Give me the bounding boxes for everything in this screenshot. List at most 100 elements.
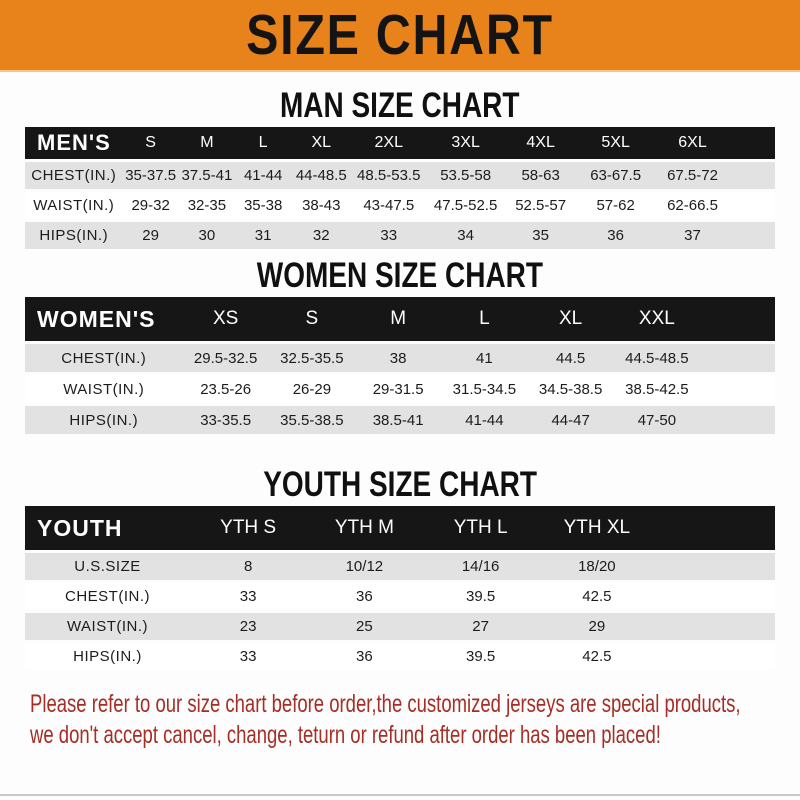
table-row: WAIST(IN.) 23 25 27 29	[25, 613, 775, 640]
table-row: HIPS(IN.) 29 30 31 32 33 34 35 36 37	[25, 222, 775, 249]
size-cell: 33-35.5	[182, 406, 269, 434]
row-label: HIPS(IN.)	[25, 222, 123, 249]
man-section-heading: MAN SIZE CHART	[0, 88, 800, 124]
column-header: YTH M	[306, 506, 423, 550]
size-cell: 44-48.5	[291, 162, 352, 189]
size-cell: 8	[190, 553, 307, 580]
footer-disclaimer: Please refer to our size chart before or…	[30, 689, 800, 751]
size-cell: 41	[441, 344, 528, 372]
size-cell: 27	[422, 613, 539, 640]
size-cell: 35-38	[235, 192, 292, 219]
column-header: S	[268, 297, 355, 341]
size-cell: 38.5-41	[355, 406, 442, 434]
row-filler	[730, 162, 775, 189]
column-header: 5XL	[576, 127, 655, 159]
table-row: CHEST(IN.) 33 36 39.5 42.5	[25, 583, 775, 610]
size-cell: 37	[655, 222, 730, 249]
row-filler	[655, 553, 775, 580]
size-cell: 53.5-58	[426, 162, 505, 189]
youth-size-table: YOUTH YTH S YTH M YTH L YTH XL U.S.SIZE …	[25, 503, 775, 673]
size-cell: 33	[190, 643, 307, 670]
size-cell: 36	[576, 222, 655, 249]
womens-header-row: WOMEN'S XS S M L XL XXL	[25, 297, 775, 341]
size-cell: 30	[178, 222, 235, 249]
size-cell: 43-47.5	[351, 192, 427, 219]
size-cell: 10/12	[306, 553, 423, 580]
table-row: CHEST(IN.) 29.5-32.5 32.5-35.5 38 41 44.…	[25, 344, 775, 372]
size-cell: 38-43	[291, 192, 352, 219]
size-cell: 23	[190, 613, 307, 640]
column-header: L	[235, 127, 292, 159]
size-cell: 29.5-32.5	[182, 344, 269, 372]
bottom-divider	[0, 794, 800, 796]
row-label: CHEST(IN.)	[25, 344, 183, 372]
size-cell: 62-66.5	[655, 192, 730, 219]
size-cell: 58-63	[505, 162, 577, 189]
size-cell: 14/16	[422, 553, 539, 580]
size-cell: 63-67.5	[576, 162, 655, 189]
size-cell: 42.5	[538, 643, 655, 670]
row-label: CHEST(IN.)	[25, 162, 123, 189]
row-filler	[655, 583, 775, 610]
row-filler	[700, 375, 775, 403]
row-label: WAIST(IN.)	[25, 192, 123, 219]
row-label: WAIST(IN.)	[25, 613, 190, 640]
footer-disclaimer-line1: Please refer to our size chart before or…	[30, 690, 741, 718]
banner-title: SIZE CHART	[246, 3, 554, 67]
column-header: XL	[291, 127, 352, 159]
size-cell: 33	[190, 583, 307, 610]
size-cell: 34.5-38.5	[527, 375, 614, 403]
size-cell: 38.5-42.5	[613, 375, 700, 403]
size-cell: 41-44	[235, 162, 292, 189]
size-cell: 42.5	[538, 583, 655, 610]
size-cell: 35	[505, 222, 577, 249]
table-row: HIPS(IN.) 33 36 39.5 42.5	[25, 643, 775, 670]
size-cell: 67.5-72	[655, 162, 730, 189]
size-cell: 39.5	[422, 583, 539, 610]
column-header: M	[178, 127, 235, 159]
column-header: XXL	[613, 297, 700, 341]
youth-section-heading: YOUTH SIZE CHART	[0, 467, 800, 503]
column-header: XL	[527, 297, 614, 341]
size-cell: 44.5	[527, 344, 614, 372]
row-filler	[730, 222, 775, 249]
size-cell: 29	[122, 222, 179, 249]
size-cell: 36	[306, 583, 423, 610]
size-cell: 36	[306, 643, 423, 670]
row-filler	[700, 406, 775, 434]
size-cell: 57-62	[576, 192, 655, 219]
size-cell: 23.5-26	[182, 375, 269, 403]
table-row: WAIST(IN.) 29-32 32-35 35-38 38-43 43-47…	[25, 192, 775, 219]
column-header: M	[355, 297, 442, 341]
column-header: 3XL	[426, 127, 505, 159]
size-cell: 47.5-52.5	[426, 192, 505, 219]
size-cell: 33	[351, 222, 427, 249]
youth-header-row: YOUTH YTH S YTH M YTH L YTH XL	[25, 506, 775, 550]
column-header: S	[122, 127, 179, 159]
header-filler	[700, 297, 775, 341]
womens-size-table: WOMEN'S XS S M L XL XXL CHEST(IN.) 29.5-…	[25, 294, 775, 437]
table-row: U.S.SIZE 8 10/12 14/16 18/20	[25, 553, 775, 580]
size-cell: 39.5	[422, 643, 539, 670]
mens-header-row: MEN'S S M L XL 2XL 3XL 4XL 5XL 6XL	[25, 127, 775, 159]
size-cell: 38	[355, 344, 442, 372]
size-cell: 26-29	[268, 375, 355, 403]
row-filler	[700, 344, 775, 372]
size-cell: 44.5-48.5	[613, 344, 700, 372]
size-cell: 34	[426, 222, 505, 249]
size-cell: 18/20	[538, 553, 655, 580]
women-section-heading: WOMEN SIZE CHART	[0, 258, 800, 294]
column-header: YTH L	[422, 506, 539, 550]
size-cell: 44-47	[527, 406, 614, 434]
man-section-heading-text: MAN SIZE CHART	[280, 86, 520, 125]
size-cell: 48.5-53.5	[351, 162, 427, 189]
footer-disclaimer-line2: we don't accept cancel, change, teturn o…	[30, 721, 661, 749]
size-cell: 32-35	[178, 192, 235, 219]
size-cell: 25	[306, 613, 423, 640]
size-chart-banner: SIZE CHART	[0, 0, 800, 72]
row-label: WAIST(IN.)	[25, 375, 183, 403]
size-cell: 52.5-57	[505, 192, 577, 219]
column-header: YTH XL	[538, 506, 655, 550]
size-cell: 32	[291, 222, 352, 249]
